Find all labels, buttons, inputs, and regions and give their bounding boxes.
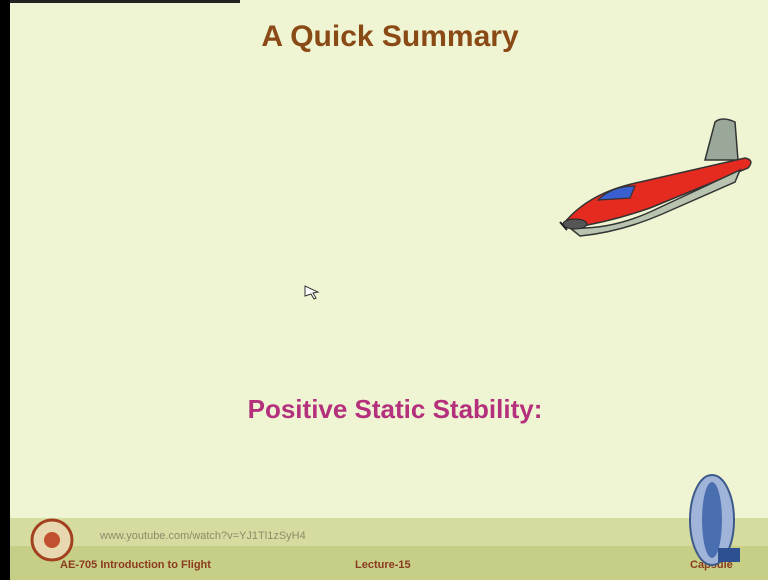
logo-left-center <box>44 532 60 548</box>
slide-title: A Quick Summary <box>261 20 519 53</box>
footer-lecture: Lecture-15 <box>355 559 411 571</box>
slide: A Quick Summary Positive Static Stabilit… <box>0 0 768 580</box>
footer-url: www.youtube.com/watch?v=YJ1Tl1zSyH4 <box>99 530 306 542</box>
footer-course: AE-705 Introduction to Flight <box>60 559 211 571</box>
top-edge <box>10 0 240 3</box>
slide-heading: Positive Static Stability: <box>248 394 543 424</box>
slide-background <box>10 0 768 580</box>
